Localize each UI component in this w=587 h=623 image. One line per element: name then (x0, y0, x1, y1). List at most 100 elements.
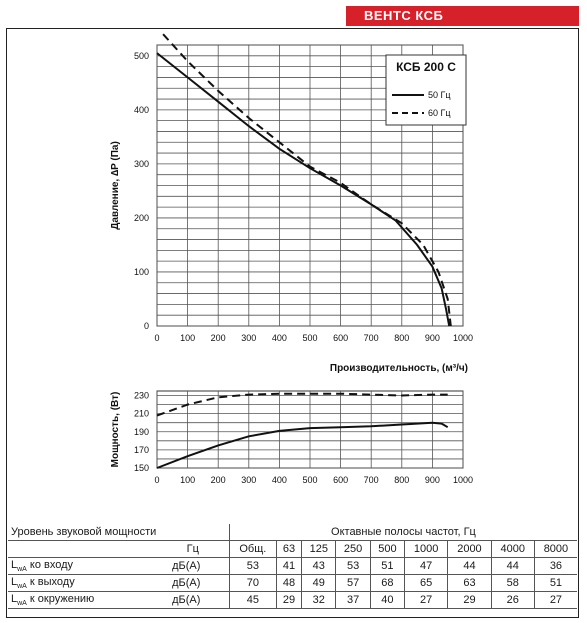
band-header: 250 (335, 540, 371, 558)
table-row: LwA ко входу дБ(А) 53 41 43 53 51 47 44 44 36 (8, 557, 577, 575)
sound-table-title: Уровень звуковой мощности (8, 524, 230, 541)
legend-label: 50 Гц (428, 90, 451, 100)
band-header: 63 (275, 540, 302, 558)
band-header: 125 (301, 540, 336, 558)
table-cell: 47 (404, 557, 448, 575)
table-cell: 37 (335, 591, 371, 609)
band-header: 4000 (490, 540, 535, 558)
table-header-row: Гц Общ. 63 125 250 500 1000 2000 4000 8000 (8, 540, 577, 558)
row-unit: дБ(А) (172, 557, 230, 575)
x-tick-label: 1000 (453, 475, 473, 485)
y-tick-label: 190 (134, 427, 149, 437)
table-cell: 29 (447, 591, 492, 609)
table-cell: 51 (533, 574, 577, 592)
charts-canvas: 0 100 200 300 400 500 600 700 800 900 100001002003… (110, 33, 473, 485)
x-tick-label: 900 (425, 475, 440, 485)
row-unit: дБ(А) (172, 574, 230, 592)
table-cell: 29 (275, 591, 302, 609)
octave-bands-title: Октавные полосы частот, Гц (228, 524, 577, 541)
table-cell: 36 (533, 557, 577, 575)
y-tick-label: 230 (134, 391, 149, 401)
table-cell: 44 (490, 557, 535, 575)
y-tick-label: 300 (134, 159, 149, 169)
table-title-row: Уровень звуковой мощности Октавные полосы… (8, 524, 577, 541)
pressure-chart: 0 100 200 300 400 500 600 700 800 900 1000 0 100 200 3… (110, 33, 473, 374)
x-tick-label: 500 (302, 475, 317, 485)
table-cell: 40 (369, 591, 405, 609)
x-tick-label: 600 (333, 475, 348, 485)
table-cell: 44 (447, 557, 492, 575)
datasheet-frame (6, 28, 579, 618)
x-tick-label: 100 (180, 475, 195, 485)
table-cell: 53 (228, 557, 277, 575)
table-row: LwA к выходу дБ(А) 70 48 49 57 68 65 63 58 51 (8, 574, 577, 592)
y-tick-label: 210 (134, 409, 149, 419)
row-unit: дБ(А) (172, 591, 230, 609)
row-label: LwA ко входу (8, 557, 173, 575)
table-cell: 45 (228, 591, 277, 609)
series-line-dashed (156, 392, 448, 417)
y-axis-label: Мощность, (Вт) (110, 392, 121, 468)
x-tick-label: 0 (154, 475, 159, 485)
y-tick-label: 200 (134, 213, 149, 223)
x-axis-label: Производительность, (м³/ч) (330, 363, 468, 374)
table-cell: 43 (301, 557, 336, 575)
x-tick-label: 700 (364, 475, 379, 485)
x-tick-label: 0 (154, 333, 159, 343)
table-cell: 65 (404, 574, 448, 592)
table-row: LwA к окружению дБ(А) 45 29 32 37 40 27 29 26 27 (8, 591, 577, 609)
table-cell: 58 (490, 574, 535, 592)
x-tick-label: 400 (272, 475, 287, 485)
x-tick-label: 600 (333, 333, 348, 343)
x-tick-label: 900 (425, 333, 440, 343)
table-cell: 32 (301, 591, 336, 609)
table-cell: 48 (275, 574, 302, 592)
table-cell: 41 (275, 557, 302, 575)
legend-box (385, 54, 467, 126)
x-tick-label: 800 (394, 333, 409, 343)
series-line-dashed (162, 33, 452, 327)
x-tick-label: 500 (302, 333, 317, 343)
x-tick-label: 100 (180, 333, 195, 343)
table-cell: 68 (369, 574, 405, 592)
table-cell: 27 (533, 591, 577, 609)
y-tick-label: 400 (134, 105, 149, 115)
row-label: LwA к выходу (8, 574, 173, 592)
y-tick-label: 0 (144, 321, 149, 331)
table-cell: 53 (335, 557, 371, 575)
y-tick-label: 100 (134, 267, 149, 277)
table-cell: 49 (301, 574, 336, 592)
y-tick-label: 150 (134, 463, 149, 473)
table-cell: 57 (335, 574, 371, 592)
table-cell: 51 (369, 557, 405, 575)
x-tick-label: 400 (272, 333, 287, 343)
hz-label: Гц (8, 540, 230, 558)
x-tick-label: 800 (394, 475, 409, 485)
table-cell: 70 (228, 574, 277, 592)
table-cell: 63 (447, 574, 492, 592)
table-cell: 26 (490, 591, 535, 609)
band-header: 500 (369, 540, 405, 558)
brand-banner: ВЕНТС КСБ (346, 6, 579, 26)
x-tick-label: 200 (211, 475, 226, 485)
x-tick-label: 300 (241, 333, 256, 343)
sound-power-table: Уровень звуковой мощности Октавные полосы… (8, 524, 577, 609)
x-tick-label: 200 (211, 333, 226, 343)
y-axis-label: Давление, ∆P (Па) (110, 141, 121, 230)
legend-label: 60 Гц (428, 108, 451, 118)
band-header: 1000 (404, 540, 448, 558)
chart-title: КСБ 200 С (396, 60, 456, 74)
band-header: 2000 (447, 540, 492, 558)
band-header: 8000 (533, 540, 577, 558)
y-tick-label: 500 (134, 51, 149, 61)
row-label: LwA к окружению (8, 591, 173, 609)
x-tick-label: 300 (241, 475, 256, 485)
y-tick-label: 170 (134, 445, 149, 455)
power-chart: 0 100 200 300 400 500 600 700 800 900 1000 150 170 19… (110, 390, 473, 485)
table-cell: 27 (404, 591, 448, 609)
x-tick-label: 700 (364, 333, 379, 343)
series-line-solid (156, 421, 449, 469)
x-tick-label: 1000 (453, 333, 473, 343)
series-line-solid (156, 52, 451, 327)
band-header: Общ. (228, 540, 277, 558)
